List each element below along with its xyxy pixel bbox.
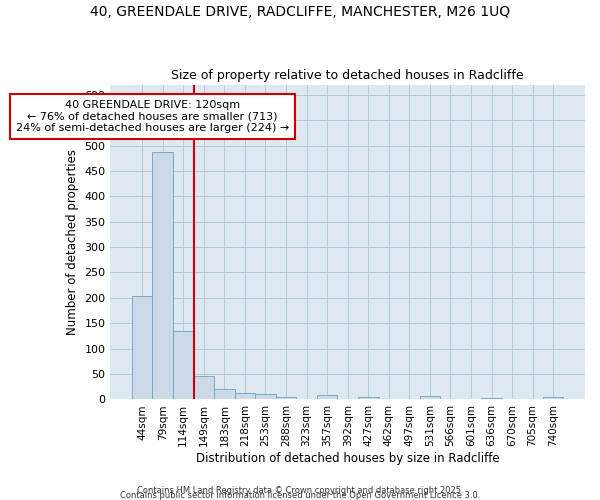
Bar	[173, 331, 194, 400]
Text: 40 GREENDALE DRIVE: 120sqm
← 76% of detached houses are smaller (713)
24% of sem: 40 GREENDALE DRIVE: 120sqm ← 76% of deta…	[16, 100, 289, 133]
Bar	[132, 296, 152, 400]
Bar	[255, 394, 276, 400]
Bar	[235, 393, 255, 400]
Text: Contains public sector information licensed under the Open Government Licence 3.: Contains public sector information licen…	[120, 491, 480, 500]
Title: Size of property relative to detached houses in Radcliffe: Size of property relative to detached ho…	[172, 69, 524, 82]
Bar	[276, 397, 296, 400]
Bar	[419, 396, 440, 400]
Bar	[358, 397, 379, 400]
Bar	[543, 397, 563, 400]
Bar	[152, 152, 173, 400]
Bar	[194, 376, 214, 400]
Text: 40, GREENDALE DRIVE, RADCLIFFE, MANCHESTER, M26 1UQ: 40, GREENDALE DRIVE, RADCLIFFE, MANCHEST…	[90, 5, 510, 19]
Bar	[214, 389, 235, 400]
X-axis label: Distribution of detached houses by size in Radcliffe: Distribution of detached houses by size …	[196, 452, 499, 465]
Bar	[481, 398, 502, 400]
Text: Contains HM Land Registry data © Crown copyright and database right 2025.: Contains HM Land Registry data © Crown c…	[137, 486, 463, 495]
Bar	[317, 395, 337, 400]
Y-axis label: Number of detached properties: Number of detached properties	[66, 149, 79, 335]
